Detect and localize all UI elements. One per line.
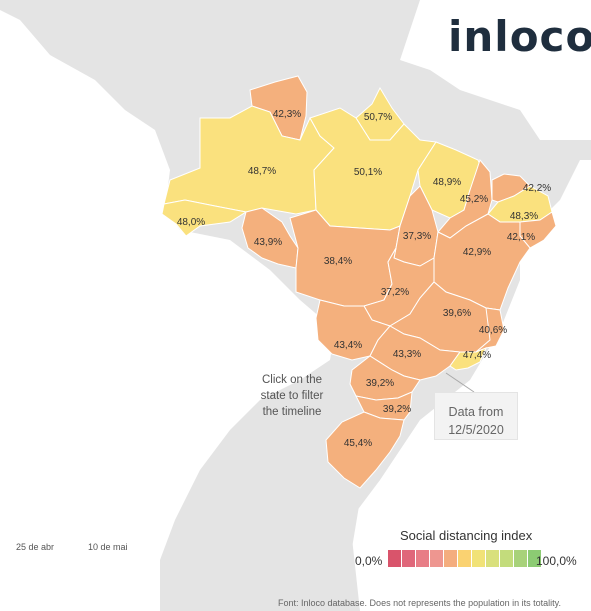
ocean-area-east <box>400 0 591 140</box>
label-ES: 40,6% <box>479 325 507 336</box>
label-AM: 48,7% <box>248 166 276 177</box>
inloco-logo: inloco <box>448 12 591 61</box>
label-TO: 37,3% <box>403 231 431 242</box>
legend-swatch <box>514 550 527 567</box>
legend-min-label: 0,0% <box>355 554 383 568</box>
label-AP: 50,7% <box>364 112 392 123</box>
label-MS: 43,4% <box>334 340 362 351</box>
label-SC: 39,2% <box>383 404 411 415</box>
label-MG: 39,6% <box>443 308 471 319</box>
footer-source-note: Font: Inloco database. Does not represen… <box>278 598 562 608</box>
label-SP: 43,3% <box>393 349 421 360</box>
label-MT: 38,4% <box>324 256 352 267</box>
state-AC[interactable] <box>161 199 248 237</box>
legend-swatch <box>528 550 541 567</box>
label-AL: 42,1% <box>507 232 535 243</box>
label-MA: 48,9% <box>433 177 461 188</box>
legend-swatch <box>444 550 457 567</box>
legend-swatch <box>416 550 429 567</box>
legend-swatch <box>402 550 415 567</box>
legend-title: Social distancing index <box>400 528 533 543</box>
date-callout-line <box>445 372 475 393</box>
state-RJ[interactable] <box>449 347 487 371</box>
label-PR: 39,2% <box>366 378 394 389</box>
label-BA: 42,9% <box>463 247 491 258</box>
coast-atlantic <box>350 160 591 611</box>
timeline-tick-1: 25 de abr <box>16 542 55 552</box>
legend-swatch <box>388 550 401 567</box>
legend-swatch <box>486 550 499 567</box>
label-PE: 48,3% <box>510 211 538 222</box>
label-PA: 50,1% <box>354 167 382 178</box>
state-PA[interactable] <box>309 107 437 231</box>
legend-max-label: 100,0% <box>536 554 577 568</box>
state-ES[interactable] <box>475 307 505 353</box>
label-RS: 45,4% <box>344 438 372 449</box>
date-box-line2: 12/5/2020 <box>448 423 504 437</box>
legend-swatch <box>500 550 513 567</box>
ocean-area <box>0 375 155 611</box>
legend-swatch <box>472 550 485 567</box>
label-AC: 48,0% <box>177 217 205 228</box>
legend-swatch <box>458 550 471 567</box>
south-cone <box>170 430 380 611</box>
state-RS[interactable] <box>325 411 405 489</box>
label-RR: 42,3% <box>273 109 301 120</box>
data-date-box: Data from 12/5/2020 <box>434 392 518 440</box>
label-PI: 45,2% <box>460 194 488 205</box>
label-RO: 43,9% <box>254 237 282 248</box>
timeline-tick-2: 10 de mai <box>88 542 128 552</box>
label-GO: 37,2% <box>381 287 409 298</box>
label-CE: 42,2% <box>523 183 551 194</box>
label-RJ: 47,4% <box>463 350 491 361</box>
legend-swatch <box>430 550 443 567</box>
filter-hint-text: Click on the state to filter the timelin… <box>260 374 324 418</box>
legend-color-scale <box>388 550 542 567</box>
date-box-line1: Data from <box>448 405 504 419</box>
